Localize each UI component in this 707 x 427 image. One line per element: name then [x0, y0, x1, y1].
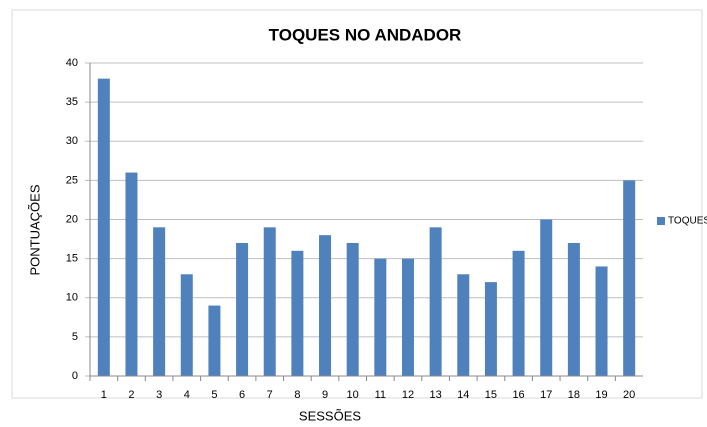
x-tick-label: 20 [623, 389, 635, 401]
bar [153, 227, 166, 376]
bar [429, 227, 442, 376]
bar [291, 250, 304, 376]
y-tick-label: 15 [66, 253, 78, 265]
y-tick-label: 25 [66, 174, 78, 186]
legend-swatch [657, 217, 665, 225]
x-tick-label: 13 [430, 389, 442, 401]
bar [208, 305, 221, 376]
y-tick-label: 20 [66, 213, 78, 225]
bar [457, 274, 470, 376]
bar [263, 227, 276, 376]
bar [595, 266, 608, 376]
y-tick-label: 10 [66, 292, 78, 304]
x-tick-label: 17 [540, 389, 552, 401]
y-tick-label: 40 [66, 57, 78, 69]
x-tick-label: 5 [211, 389, 217, 401]
bar [484, 282, 497, 376]
bar [180, 274, 193, 376]
bar [125, 172, 138, 376]
x-tick-label: 18 [568, 389, 580, 401]
x-tick-label: 7 [267, 389, 273, 401]
y-tick-label: 0 [72, 370, 78, 382]
bar [346, 242, 359, 376]
chart-title: TOQUES NO ANDADOR [269, 25, 462, 44]
x-tick-label: 10 [347, 389, 359, 401]
x-tick-label: 9 [322, 389, 328, 401]
x-tick-label: 3 [156, 389, 162, 401]
bar [567, 242, 580, 376]
bar [236, 242, 249, 376]
x-tick-label: 11 [375, 389, 386, 401]
x-tick-label: 16 [512, 389, 524, 401]
x-tick-label: 12 [402, 389, 414, 401]
x-tick-label: 6 [239, 389, 245, 401]
x-tick-label: 8 [294, 389, 300, 401]
bar [401, 258, 414, 376]
y-tick-label: 30 [66, 135, 78, 147]
y-tick-label: 5 [72, 331, 78, 343]
x-tick-label: 15 [485, 389, 497, 401]
x-axis-label: SESSÕES [299, 408, 361, 423]
bar [374, 258, 387, 376]
x-tick-label: 4 [184, 389, 190, 401]
y-axis-label: PONTUAÇÕES [27, 184, 42, 275]
x-tick-label: 2 [128, 389, 134, 401]
bar [512, 250, 525, 376]
x-tick-label: 14 [457, 389, 469, 401]
legend-label: TOQUES [668, 216, 707, 227]
bar [97, 78, 110, 377]
bar [319, 235, 332, 376]
y-tick-label: 35 [66, 96, 78, 108]
bar [623, 180, 636, 376]
bar [540, 219, 553, 376]
x-tick-label: 19 [595, 389, 607, 401]
x-tick-label: 1 [101, 389, 107, 401]
